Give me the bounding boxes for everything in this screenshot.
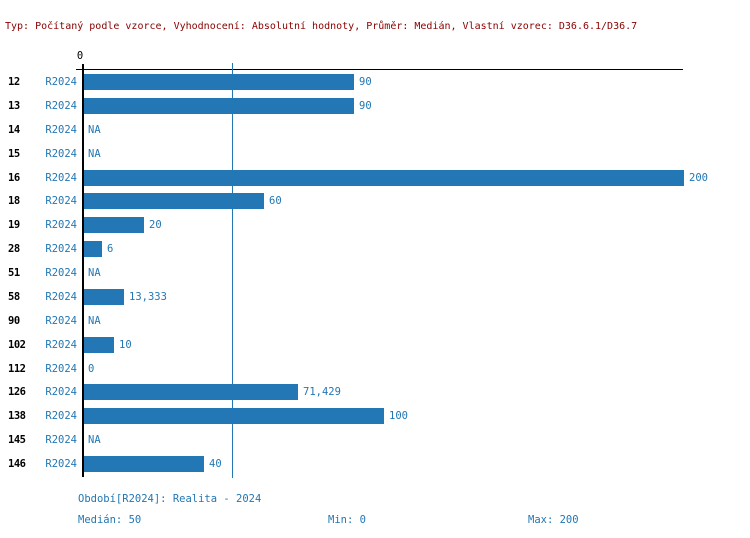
chart-row: 126 R2024 71,429 bbox=[0, 380, 750, 404]
bar bbox=[84, 169, 684, 186]
row-value-label: 6 bbox=[107, 243, 114, 256]
row-id-label: 51 bbox=[8, 267, 20, 280]
y-axis-line bbox=[82, 64, 84, 477]
row-period-label: R2024 bbox=[45, 267, 77, 280]
row-period-label: R2024 bbox=[45, 338, 77, 351]
bar bbox=[84, 193, 264, 210]
chart-row: 15 R2024 NA bbox=[0, 142, 750, 166]
row-value-label: NA bbox=[88, 434, 101, 447]
row-id-label: 19 bbox=[8, 219, 20, 232]
row-value-label: 60 bbox=[269, 195, 282, 208]
row-id-label: 18 bbox=[8, 195, 20, 208]
row-id-label: 28 bbox=[8, 243, 20, 256]
chart-row: 58 R2024 13,333 bbox=[0, 285, 750, 309]
chart-row: 16 R2024 200 bbox=[0, 166, 750, 190]
chart-row: 51 R2024 NA bbox=[0, 261, 750, 285]
row-id-label: 138 bbox=[8, 410, 26, 423]
row-id-label: 14 bbox=[8, 123, 20, 136]
row-id-label: 58 bbox=[8, 290, 20, 303]
bar bbox=[84, 241, 102, 258]
median-stat: Medián: 50 bbox=[78, 514, 142, 526]
bar bbox=[84, 336, 114, 353]
row-value-label: NA bbox=[88, 147, 101, 160]
chart-row: 13 R2024 90 bbox=[0, 94, 750, 118]
min-stat: Min: 0 bbox=[328, 514, 366, 526]
row-period-label: R2024 bbox=[45, 290, 77, 303]
row-value-label: 71,429 bbox=[303, 386, 341, 399]
max-stat: Max: 200 bbox=[528, 514, 579, 526]
chart-row: 19 R2024 20 bbox=[0, 213, 750, 237]
row-id-label: 13 bbox=[8, 99, 20, 112]
bar bbox=[84, 288, 124, 305]
row-value-label: NA bbox=[88, 314, 101, 327]
row-period-label: R2024 bbox=[45, 362, 77, 375]
bar bbox=[84, 384, 298, 401]
row-period-label: R2024 bbox=[45, 147, 77, 160]
row-value-label: 13,333 bbox=[129, 290, 167, 303]
row-value-label: NA bbox=[88, 267, 101, 280]
chart-row: 112 R2024 0 bbox=[0, 357, 750, 381]
row-period-label: R2024 bbox=[45, 458, 77, 471]
row-period-label: R2024 bbox=[45, 123, 77, 136]
bar bbox=[84, 74, 354, 90]
row-id-label: 146 bbox=[8, 458, 26, 471]
row-id-label: 112 bbox=[8, 362, 26, 375]
chart-row: 102 R2024 10 bbox=[0, 333, 750, 357]
chart-row: 90 R2024 NA bbox=[0, 309, 750, 333]
row-id-label: 12 bbox=[8, 76, 20, 88]
row-id-label: 15 bbox=[8, 147, 20, 160]
chart-row: 28 R2024 6 bbox=[0, 237, 750, 261]
x-axis-line bbox=[76, 69, 683, 70]
chart-row: 145 R2024 NA bbox=[0, 428, 750, 452]
chart-title: Typ: Počítaný podle vzorce, Vyhodnocení:… bbox=[5, 21, 638, 32]
row-period-label: R2024 bbox=[45, 243, 77, 256]
row-id-label: 16 bbox=[8, 171, 20, 184]
median-line bbox=[232, 63, 233, 478]
row-value-label: 100 bbox=[389, 410, 408, 423]
row-value-label: 20 bbox=[149, 219, 162, 232]
row-value-label: 90 bbox=[359, 76, 372, 88]
bar bbox=[84, 97, 354, 114]
row-value-label: NA bbox=[88, 123, 101, 136]
bar bbox=[84, 456, 204, 473]
chart-row: 14 R2024 NA bbox=[0, 118, 750, 142]
row-value-label: 90 bbox=[359, 99, 372, 112]
bar bbox=[84, 217, 144, 234]
row-id-label: 145 bbox=[8, 434, 26, 447]
bar bbox=[84, 408, 384, 425]
row-value-label: 10 bbox=[119, 338, 132, 351]
row-period-label: R2024 bbox=[45, 99, 77, 112]
row-value-label: 0 bbox=[88, 362, 95, 375]
row-id-label: 90 bbox=[8, 314, 20, 327]
period-info: Období[R2024]: Realita - 2024 bbox=[78, 493, 262, 505]
chart-row: 12 R2024 90 bbox=[0, 70, 750, 94]
row-period-label: R2024 bbox=[45, 410, 77, 423]
row-period-label: R2024 bbox=[45, 219, 77, 232]
row-period-label: R2024 bbox=[45, 386, 77, 399]
chart-row: 146 R2024 40 bbox=[0, 452, 750, 476]
axis-zero-tick-label: 0 bbox=[76, 50, 84, 62]
row-id-label: 102 bbox=[8, 338, 26, 351]
row-period-label: R2024 bbox=[45, 434, 77, 447]
row-period-label: R2024 bbox=[45, 171, 77, 184]
chart-row: 18 R2024 60 bbox=[0, 189, 750, 213]
row-value-label: 200 bbox=[689, 171, 708, 184]
row-period-label: R2024 bbox=[45, 76, 77, 88]
row-period-label: R2024 bbox=[45, 195, 77, 208]
row-id-label: 126 bbox=[8, 386, 26, 399]
chart-row: 138 R2024 100 bbox=[0, 404, 750, 428]
row-value-label: 40 bbox=[209, 458, 222, 471]
row-period-label: R2024 bbox=[45, 314, 77, 327]
